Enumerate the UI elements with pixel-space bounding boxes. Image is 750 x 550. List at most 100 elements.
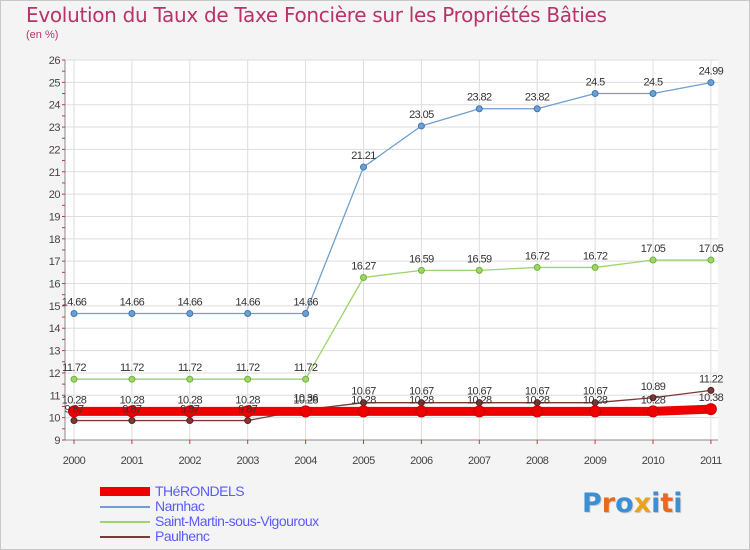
series-line xyxy=(73,259,712,380)
data-label: 9.87 xyxy=(180,404,199,416)
legend-label: Narnhac xyxy=(155,498,205,514)
data-label: 23.82 xyxy=(525,92,550,104)
legend-swatch xyxy=(100,520,150,523)
logo-letter: r xyxy=(601,488,616,519)
data-label: 21.21 xyxy=(351,150,376,162)
data-point xyxy=(591,263,599,271)
data-label: 14.66 xyxy=(120,296,145,308)
data-point xyxy=(589,405,602,418)
x-tick-label: 2010 xyxy=(642,455,665,467)
legend-label: Paulhenc xyxy=(155,528,210,544)
data-label: 10.28 xyxy=(641,394,666,406)
data-label: 10.28 xyxy=(293,394,318,406)
data-label: 9.87 xyxy=(238,404,257,416)
plot-area xyxy=(65,60,718,440)
data-point xyxy=(649,394,657,402)
data-label: 23.05 xyxy=(409,109,434,121)
data-point xyxy=(125,405,138,418)
data-label: 11.72 xyxy=(178,362,202,374)
y-tick-label: 20 xyxy=(49,189,61,201)
x-tick-label: 2005 xyxy=(352,455,375,467)
data-label: 16.72 xyxy=(525,250,550,262)
data-point xyxy=(707,386,715,394)
data-label: 11.72 xyxy=(236,362,260,374)
y-tick-label: 10 xyxy=(49,413,61,425)
y-tick-label: 19 xyxy=(49,211,61,223)
data-point xyxy=(241,405,254,418)
y-tick-label: 23 xyxy=(49,122,61,134)
y-tick-label: 12 xyxy=(49,368,61,380)
x-tick-label: 2001 xyxy=(121,455,144,467)
data-label: 14.66 xyxy=(235,296,260,308)
x-tick-label: 2006 xyxy=(410,455,433,467)
data-point xyxy=(70,417,78,425)
data-label: 9.87 xyxy=(64,404,83,416)
data-label: 11.72 xyxy=(62,362,86,374)
data-point xyxy=(649,256,657,264)
data-label: 10.28 xyxy=(62,394,87,406)
data-label: 16.27 xyxy=(351,260,376,272)
logo-letter: x xyxy=(633,488,652,519)
data-label: 10.28 xyxy=(467,394,492,406)
data-point xyxy=(244,417,252,425)
data-point xyxy=(68,405,80,418)
legend-item: THéRONDELS xyxy=(100,484,319,499)
data-point xyxy=(533,263,541,271)
y-tick-label: 14 xyxy=(49,323,61,335)
data-label: 23.82 xyxy=(467,92,492,104)
y-tick-label: 24 xyxy=(49,100,61,112)
data-point xyxy=(70,309,78,317)
data-label: 11.22 xyxy=(699,373,723,385)
data-point xyxy=(533,105,541,113)
data-label: 17.05 xyxy=(699,243,724,255)
data-label: 10.38 xyxy=(699,392,724,404)
data-point xyxy=(299,405,312,418)
series-line xyxy=(73,81,712,315)
y-tick-label: 16 xyxy=(49,279,61,291)
data-label: 24.5 xyxy=(586,77,605,89)
legend-item: Paulhenc xyxy=(100,529,319,544)
y-tick-label: 11 xyxy=(50,390,61,402)
series-line xyxy=(73,389,712,422)
data-point xyxy=(475,105,483,113)
legend-swatch xyxy=(100,487,150,496)
y-tick-label: 17 xyxy=(49,256,61,268)
legend-item: Saint-Martin-sous-Vigouroux xyxy=(100,514,319,529)
data-point xyxy=(128,417,136,425)
x-tick-label: 2009 xyxy=(584,455,607,467)
data-point xyxy=(415,405,428,418)
data-label: 10.28 xyxy=(178,394,203,406)
legend-label: THéRONDELS xyxy=(155,483,245,499)
data-label: 9.87 xyxy=(122,404,141,416)
data-point xyxy=(360,163,367,171)
data-label: 16.59 xyxy=(467,253,492,265)
x-tick-label: 2002 xyxy=(179,455,202,467)
x-tick-label: 2011 xyxy=(700,455,722,467)
data-label: 10.28 xyxy=(525,394,550,406)
legend-swatch xyxy=(100,535,150,538)
data-label: 17.05 xyxy=(641,243,666,255)
series-line xyxy=(69,404,716,416)
chart-subtitle: (en %) xyxy=(26,29,59,41)
data-label: 16.59 xyxy=(409,253,434,265)
data-point xyxy=(357,405,370,418)
data-point xyxy=(183,405,196,418)
data-label: 10.67 xyxy=(525,386,550,398)
data-point xyxy=(417,122,425,130)
y-tick-label: 26 xyxy=(49,55,61,67)
y-tick-label: 9 xyxy=(54,435,60,447)
chart-title: Evolution du Taux de Taxe Foncière sur l… xyxy=(26,3,607,27)
y-tick-label: 15 xyxy=(49,301,61,313)
data-point xyxy=(128,309,136,317)
data-point xyxy=(186,309,194,317)
data-label: 11.72 xyxy=(294,362,318,374)
data-point xyxy=(360,273,367,281)
data-label: 10.28 xyxy=(235,394,260,406)
y-tick-label: 13 xyxy=(49,346,61,358)
data-label: 10.67 xyxy=(583,386,608,398)
x-tick-label: 2003 xyxy=(236,455,259,467)
logo-letter: o xyxy=(615,488,634,519)
data-label: 14.66 xyxy=(178,296,203,308)
data-point xyxy=(591,90,599,98)
